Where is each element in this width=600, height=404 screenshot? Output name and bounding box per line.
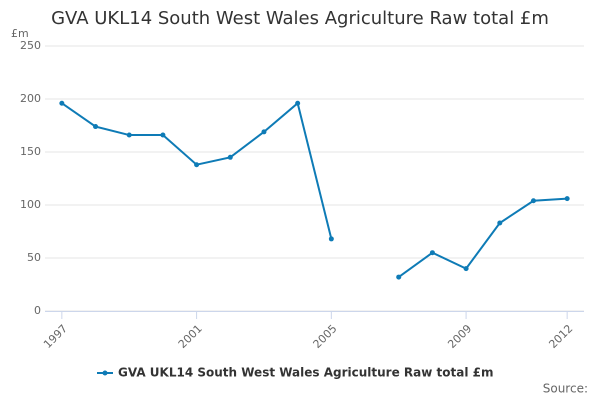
y-tick-label: 150 [20, 145, 41, 158]
point [396, 274, 402, 280]
x-tick-label: 1997 [41, 322, 70, 351]
point [530, 198, 536, 204]
point [564, 196, 570, 202]
source: Source: [543, 382, 588, 396]
point [194, 162, 200, 168]
legend-label: GVA UKL14 South West Wales Agriculture R… [118, 366, 493, 380]
y-axis-label: £m [11, 27, 29, 40]
point [463, 266, 469, 272]
line [61, 101, 568, 278]
y-tick-label: 200 [20, 92, 41, 105]
point [328, 236, 334, 242]
y-tick-label: 50 [27, 251, 41, 264]
y-tick-label: 250 [20, 39, 41, 52]
point [497, 220, 503, 226]
x-tick-label: 2012 [546, 322, 575, 351]
y-tick-label: 100 [20, 198, 41, 211]
x-tick-label: 2005 [311, 322, 340, 351]
x-tick-label: 2009 [445, 322, 474, 351]
x-tick-label: 2001 [176, 322, 205, 351]
legend-marker [102, 370, 108, 376]
point [295, 100, 301, 106]
point [160, 132, 166, 138]
point [261, 129, 267, 135]
point [59, 100, 65, 106]
point [429, 250, 435, 256]
y-tick-label: 0 [34, 304, 41, 317]
point [227, 154, 233, 160]
point [126, 132, 132, 138]
chart-title: GVA UKL14 South West Wales Agriculture R… [51, 8, 549, 29]
point [93, 124, 99, 130]
